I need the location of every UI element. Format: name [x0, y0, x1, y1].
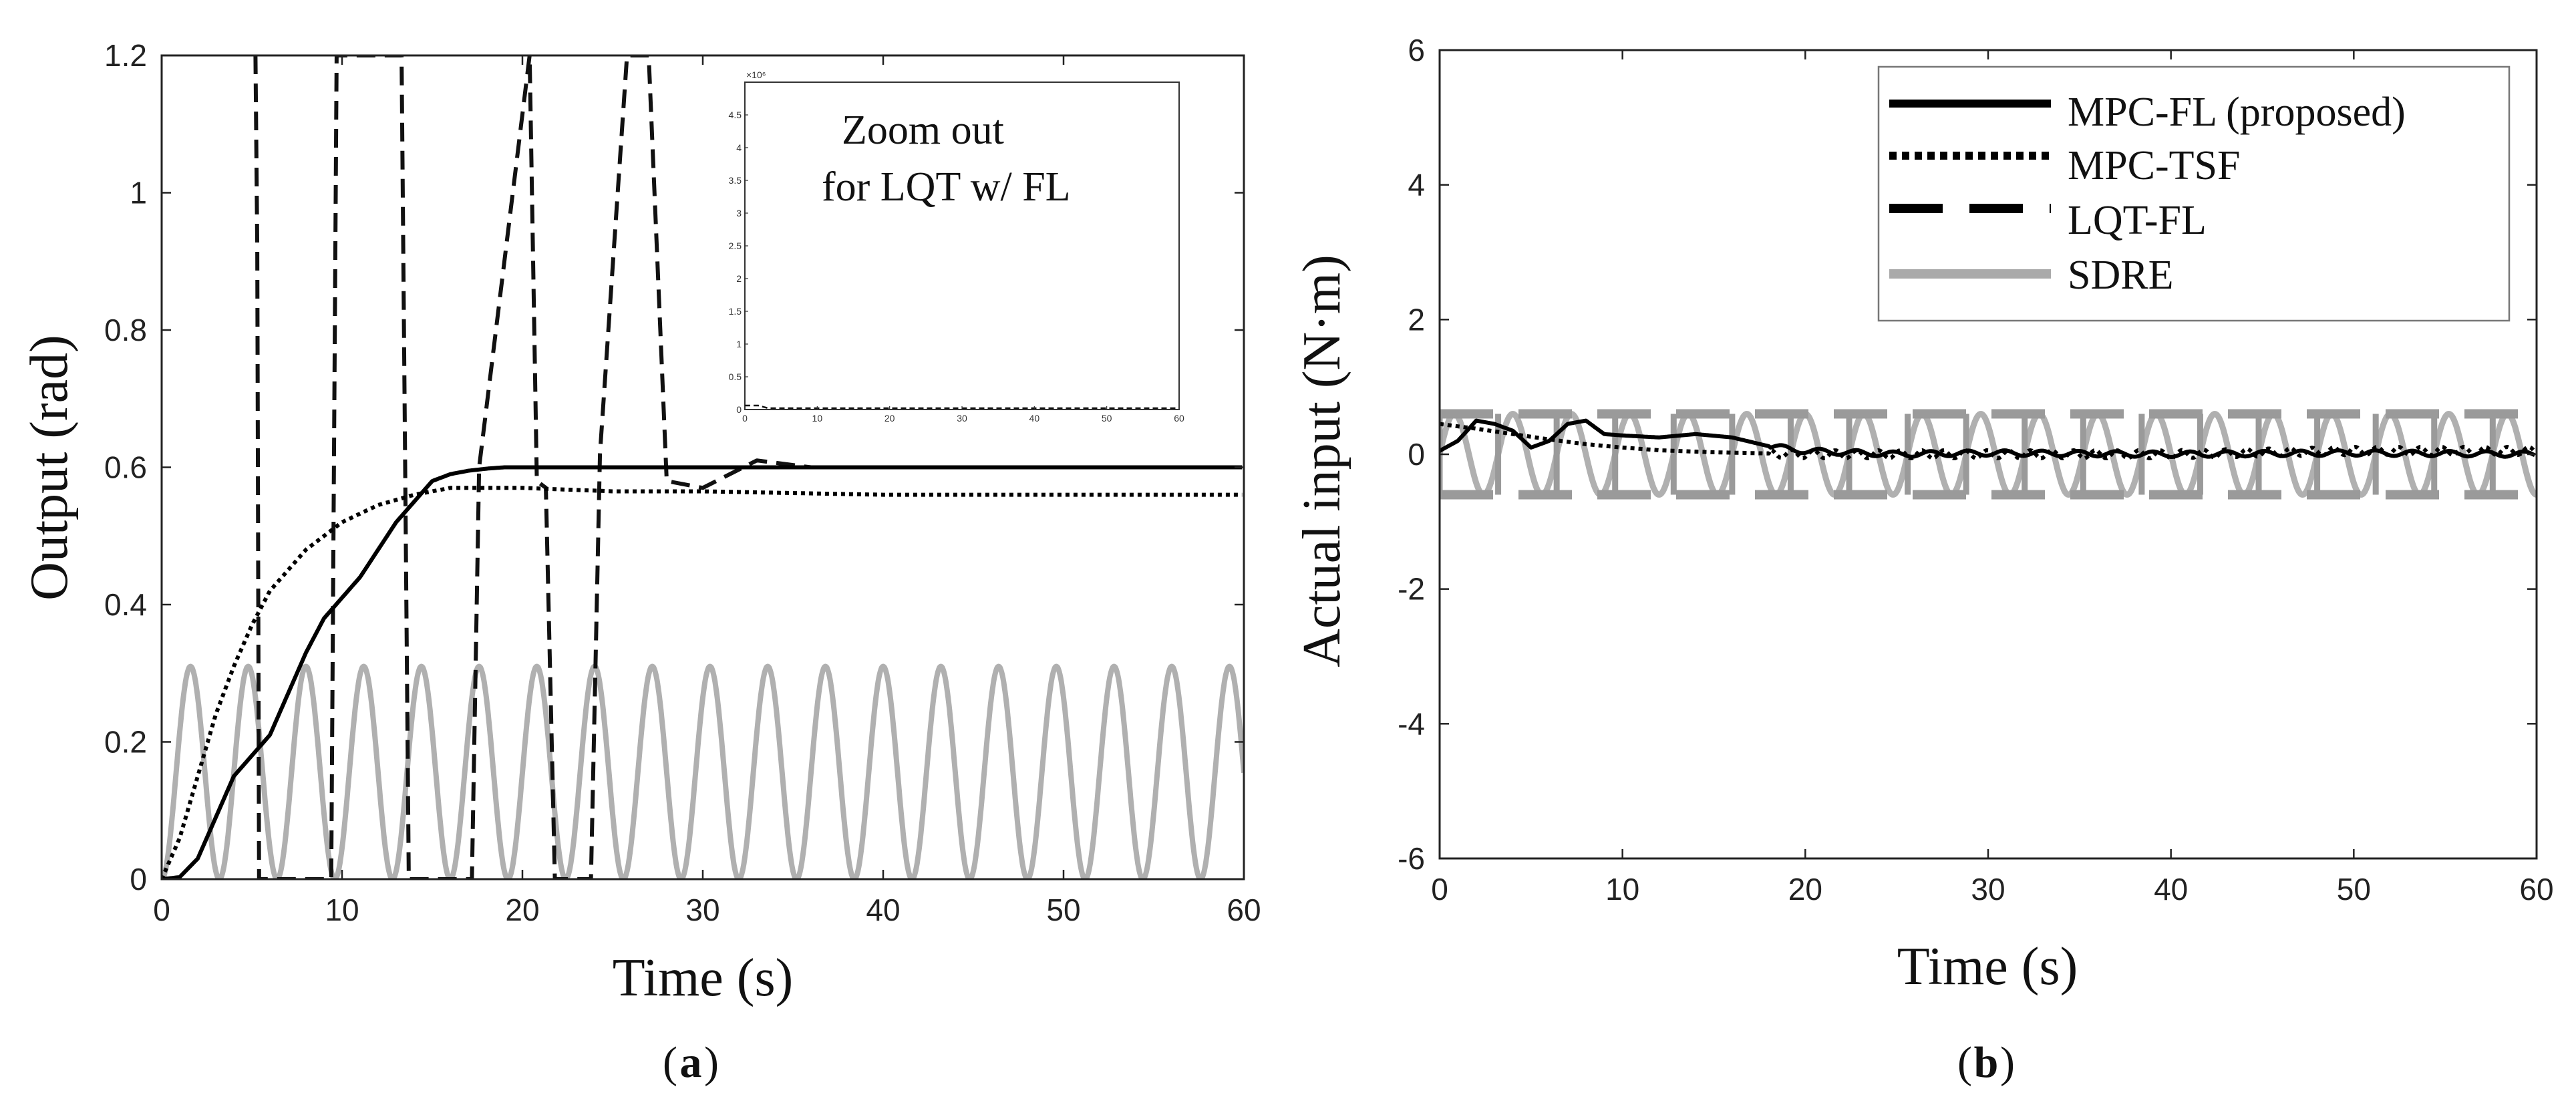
panel-b-xlabel: Time (s)	[1897, 937, 2078, 996]
b-series-sdre	[1440, 411, 2537, 498]
a-xtick-label: 0	[153, 893, 170, 927]
panel-b-caption-letter: b	[1974, 1038, 1999, 1087]
b-xtick-label: 40	[2154, 872, 2188, 907]
inset-ytick-label: 0	[736, 404, 742, 415]
panel-a-xlabel: Time (s)	[613, 949, 793, 1007]
inset-ytick-label: 1	[736, 339, 742, 349]
a-ytick-label: 0.2	[104, 725, 147, 760]
legend-label-mpc-tsf: MPC-TSF	[2068, 143, 2240, 188]
b-ytick-label: -2	[1398, 572, 1425, 607]
a-ytick-label: 1.2	[104, 38, 147, 73]
b-series-group	[1440, 409, 2537, 500]
a-ytick-label: 0.8	[104, 313, 147, 347]
a-xtick-label: 40	[866, 893, 900, 927]
inset-xtick-label: 20	[884, 413, 895, 424]
a-series-sdre	[162, 663, 1244, 879]
b-ytick-label: 6	[1408, 33, 1425, 67]
legend-label-sdre: SDRE	[2068, 253, 2173, 298]
b-xtick-label: 20	[1788, 872, 1822, 907]
a-ytick-label: 1	[130, 176, 147, 210]
inset-background	[745, 82, 1179, 410]
panel-a-ylabel: Output (rad)	[20, 335, 79, 601]
svg-text:): )	[704, 1038, 719, 1087]
inset-ytick-label: 1.5	[729, 306, 742, 317]
inset-ytick-label: 3	[736, 208, 742, 218]
inset-ytick-label: 4.5	[729, 110, 742, 120]
a-xtick-label: 50	[1046, 893, 1080, 927]
inset-ytick-label: 2	[736, 273, 742, 284]
a-series-mpc-fl-proposed	[162, 465, 1243, 879]
inset-text-line2: for LQT w/ FL	[822, 164, 1071, 210]
legend-label-mpc-fl: MPC-FL (proposed)	[2068, 90, 2406, 135]
a-series-lqt-fl	[253, 55, 883, 879]
inset-ytick-label: 2.5	[729, 241, 742, 251]
b-xtick-label: 10	[1605, 872, 1639, 907]
b-series-mpc-tsf	[1440, 422, 2537, 460]
legend: MPC-FL (proposed) MPC-TSF LQT-FL SDRE	[1877, 65, 2511, 322]
inset-xtick-label: 0	[742, 413, 748, 424]
inset-text-line1: Zoom out	[842, 108, 1004, 153]
inset: 0 10 20 30 40 50 60 0 0.5 1 1.5 2 2.5 3 3.5 4 4.5 ×10⁶ Z…	[729, 69, 1184, 424]
b-ytick-label: 4	[1408, 168, 1425, 202]
b-ytick-label: -6	[1398, 841, 1425, 876]
b-xtick-label: 60	[2519, 872, 2553, 907]
b-ytick-label: -4	[1398, 706, 1425, 741]
panel-b-caption: ( b )	[1957, 1038, 2015, 1087]
svg-text:(: (	[663, 1038, 677, 1087]
inset-xtick-label: 30	[957, 413, 967, 424]
b-ytick-label: 2	[1408, 302, 1425, 337]
inset-ytick-label: 3.5	[729, 175, 742, 186]
a-xtick-label: 30	[685, 893, 719, 927]
a-xtick-label: 60	[1227, 893, 1261, 927]
a-xtick-label: 20	[505, 893, 539, 927]
panel-a-caption: ( a )	[663, 1038, 719, 1087]
legend-label-lqt-fl: LQT-FL	[2068, 198, 2207, 243]
a-xtick-label: 10	[325, 893, 359, 927]
panel-b-series	[1440, 409, 2537, 500]
svg-text:(: (	[1957, 1038, 1972, 1087]
inset-xtick-label: 50	[1102, 413, 1112, 424]
panel-b-ylabel: Actual input (N·m)	[1293, 255, 1351, 667]
a-ytick-label: 0.4	[104, 587, 147, 622]
inset-lqt-line	[745, 404, 1179, 410]
a-ytick-label: 0	[130, 862, 147, 897]
a-ytick-label: 0.6	[104, 450, 147, 485]
svg-text:): )	[2000, 1038, 2015, 1087]
b-xtick-label: 30	[1971, 872, 2005, 907]
inset-ytick-label: 0.5	[729, 371, 742, 382]
b-ytick-label: 0	[1408, 437, 1425, 472]
inset-ytick-label: 4	[736, 142, 742, 153]
panel-a-series	[162, 55, 1244, 879]
b-xtick-label: 0	[1431, 872, 1448, 907]
inset-xtick-label: 40	[1029, 413, 1040, 424]
inset-exponent: ×10⁶	[746, 69, 766, 80]
b-series-mpc-fl-proposed	[1440, 418, 2536, 459]
inset-xtick-label: 10	[812, 413, 823, 424]
a-series-group	[162, 55, 1244, 879]
panel-a-caption-letter: a	[680, 1038, 702, 1087]
b-xtick-label: 50	[2337, 872, 2371, 907]
inset-xtick-label: 60	[1174, 413, 1184, 424]
inset-ticks: 0 10 20 30 40 50 60 0 0.5 1 1.5 2 2.5 3 3.5 4 4.5	[729, 110, 1184, 424]
